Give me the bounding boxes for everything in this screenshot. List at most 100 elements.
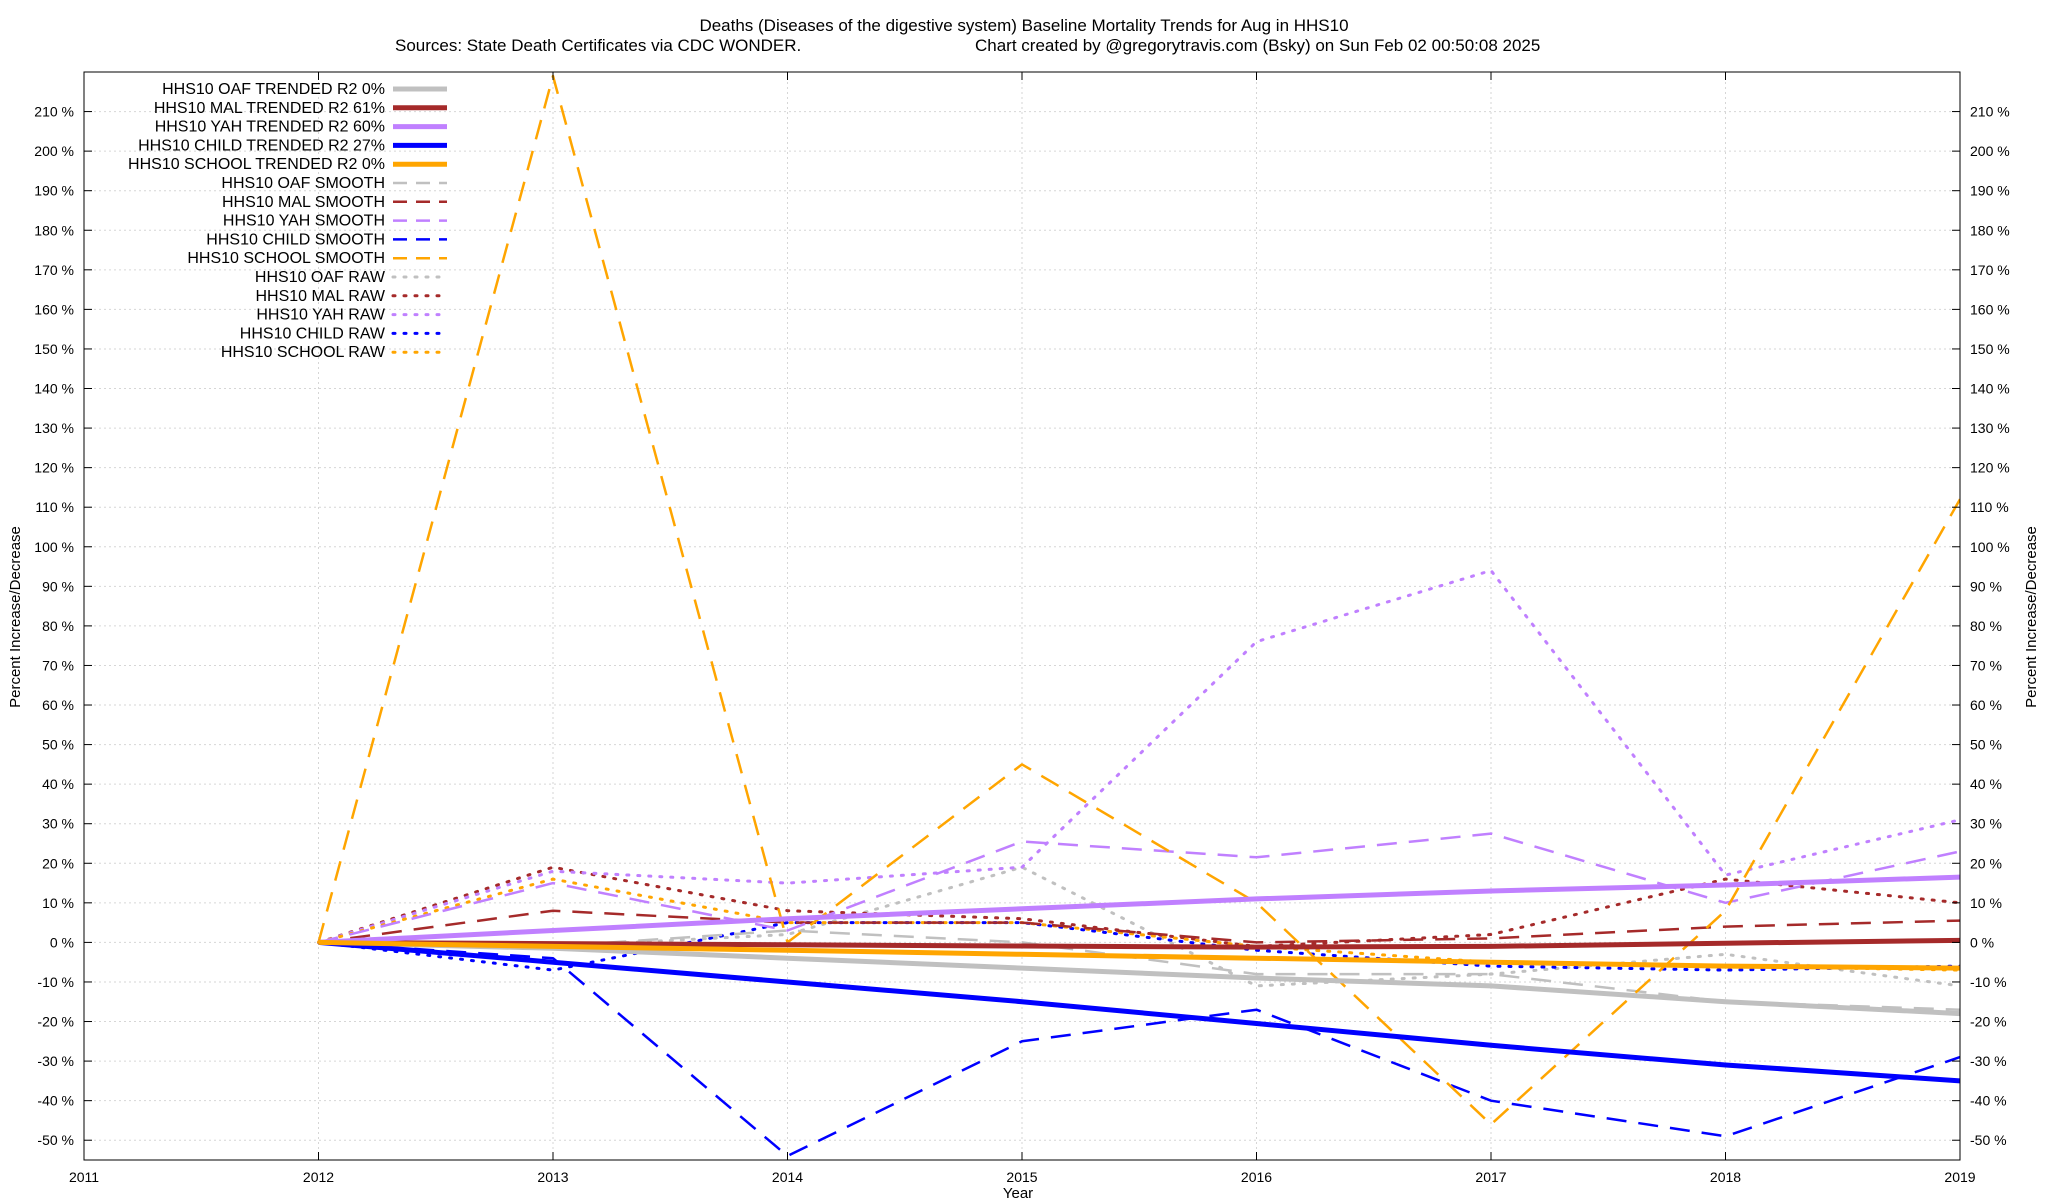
- y-tick-label-left: 90 %: [42, 578, 74, 594]
- legend-label: HHS10 OAF RAW: [255, 269, 386, 286]
- y-tick-label-left: 150 %: [34, 341, 74, 357]
- y-tick-label-right: 160 %: [1970, 301, 2010, 317]
- y-tick-label-right: 90 %: [1970, 578, 2002, 594]
- legend-label: HHS10 YAH SMOOTH: [223, 213, 385, 230]
- x-axis-label: Year: [1003, 1185, 1033, 1200]
- y-tick-label-left: 0 %: [50, 934, 74, 950]
- y-tick-label-right: 40 %: [1970, 776, 2002, 792]
- y-tick-label-right: 210 %: [1970, 104, 2010, 120]
- y-tick-label-left: 140 %: [34, 381, 74, 397]
- y-tick-label-left: 210 %: [34, 104, 74, 120]
- series-group: [317, 74, 1960, 1158]
- y-tick-label-right: 170 %: [1970, 262, 2010, 278]
- axis-ticks: 210 % 210 % 200 % 200 % 190 % 190 % 180 % 180 %…: [34, 72, 2010, 1185]
- y-tick-label-right: -20 %: [1970, 1014, 2007, 1030]
- x-tick-label: 2015: [1006, 1169, 1037, 1185]
- y-tick-label-right: 190 %: [1970, 183, 2010, 199]
- series-line-3: [318, 939, 1960, 1084]
- y-tick-label-left: -20 %: [37, 1014, 74, 1030]
- y-tick-label-right: 50 %: [1970, 737, 2002, 753]
- series-line-9: [317, 74, 1960, 1126]
- x-tick-label: 2018: [1710, 1169, 1741, 1185]
- legend-label: HHS10 CHILD RAW: [240, 325, 386, 342]
- y-tick-label-right: -30 %: [1970, 1053, 2007, 1069]
- y-tick-label-left: 170 %: [34, 262, 74, 278]
- y-tick-label-left: 130 %: [34, 420, 74, 436]
- legend: HHS10 OAF TRENDED R2 0% HHS10 MAL TRENDED…: [128, 81, 449, 361]
- y-tick-label-left: 180 %: [34, 222, 74, 238]
- y-tick-label-left: 110 %: [35, 499, 74, 515]
- chart-subtitle-right: Chart created by @gregorytravis.com (Bsk…: [975, 36, 1540, 55]
- y-tick-label-left: 30 %: [42, 816, 74, 832]
- y-tick-label-right: -50 %: [1970, 1132, 2007, 1148]
- y-tick-label-right: 140 %: [1970, 381, 2010, 397]
- x-tick-label: 2011: [69, 1169, 99, 1185]
- y-tick-label-right: 150 %: [1970, 341, 2010, 357]
- y-tick-label-left: 200 %: [34, 143, 74, 159]
- legend-label: HHS10 YAH TRENDED R2 60%: [155, 119, 385, 136]
- y-axis-label-right: Percent Increase/Decrease: [2023, 526, 2040, 708]
- y-tick-label-left: 160 %: [34, 301, 74, 317]
- x-tick-label: 2016: [1241, 1169, 1272, 1185]
- legend-label: HHS10 CHILD TRENDED R2 27%: [138, 137, 385, 154]
- y-tick-label-left: 60 %: [42, 697, 74, 713]
- legend-label: HHS10 SCHOOL TRENDED R2 0%: [128, 156, 385, 173]
- y-tick-label-left: 80 %: [42, 618, 74, 634]
- y-tick-label-left: 10 %: [42, 895, 74, 911]
- y-tick-label-right: 0 %: [1970, 934, 1994, 950]
- y-tick-label-right: 120 %: [1970, 460, 2010, 476]
- y-tick-label-left: 40 %: [42, 776, 74, 792]
- y-tick-label-right: 100 %: [1970, 539, 2010, 555]
- y-tick-label-left: -40 %: [37, 1093, 74, 1109]
- legend-label: HHS10 MAL RAW: [255, 288, 385, 305]
- series-line-13: [317, 921, 1960, 972]
- legend-label: HHS10 CHILD SMOOTH: [206, 231, 385, 248]
- y-tick-label-right: 80 %: [1970, 618, 2002, 634]
- y-tick-label-left: 70 %: [42, 657, 74, 673]
- legend-label: HHS10 OAF TRENDED R2 0%: [162, 81, 385, 98]
- y-tick-label-right: 20 %: [1970, 855, 2002, 871]
- legend-label: HHS10 SCHOOL SMOOTH: [187, 250, 385, 267]
- y-tick-label-right: 130 %: [1970, 420, 2010, 436]
- legend-label: HHS10 SCHOOL RAW: [221, 344, 386, 361]
- y-axis-label-left: Percent Increase/Decrease: [7, 526, 24, 708]
- y-tick-label-right: 180 %: [1970, 222, 2010, 238]
- series-line-8: [318, 941, 1960, 1158]
- legend-label: HHS10 YAH RAW: [256, 307, 386, 324]
- y-tick-label-left: 190 %: [34, 183, 74, 199]
- y-tick-label-right: 200 %: [1970, 143, 2010, 159]
- series-line-11: [317, 865, 1960, 948]
- y-tick-label-left: 50 %: [42, 737, 74, 753]
- y-tick-label-left: 100 %: [34, 539, 74, 555]
- y-tick-label-right: -40 %: [1970, 1093, 2007, 1109]
- y-tick-label-right: -10 %: [1970, 974, 2007, 990]
- y-tick-label-left: -50 %: [37, 1132, 74, 1148]
- x-tick-label: 2017: [1475, 1169, 1506, 1185]
- y-tick-label-right: 30 %: [1970, 816, 2002, 832]
- y-tick-label-left: 120 %: [34, 460, 74, 476]
- y-tick-label-left: -30 %: [37, 1053, 74, 1069]
- legend-label: HHS10 MAL SMOOTH: [222, 194, 385, 211]
- y-tick-label-left: 20 %: [42, 855, 74, 871]
- chart-title: Deaths (Diseases of the digestive system…: [699, 16, 1348, 35]
- chart-subtitle-left: Sources: State Death Certificates via CD…: [395, 36, 801, 55]
- x-tick-label: 2012: [303, 1169, 334, 1185]
- y-tick-label-right: 110 %: [1970, 499, 2009, 515]
- series-line-7: [318, 832, 1960, 944]
- x-tick-label: 2014: [772, 1169, 803, 1185]
- legend-label: HHS10 OAF SMOOTH: [221, 175, 385, 192]
- series-line-2: [318, 874, 1960, 945]
- x-tick-label: 2013: [537, 1169, 568, 1185]
- series-line-1: [318, 937, 1960, 950]
- series-line-0: [318, 939, 1960, 1017]
- legend-label: HHS10 MAL TRENDED R2 61%: [154, 100, 385, 117]
- y-tick-label-right: 70 %: [1970, 657, 2002, 673]
- y-tick-label-right: 60 %: [1970, 697, 2002, 713]
- y-tick-label-left: -10 %: [37, 974, 74, 990]
- x-tick-label: 2019: [1944, 1169, 1975, 1185]
- series-line-6: [318, 909, 1960, 944]
- y-tick-label-right: 10 %: [1970, 895, 2002, 911]
- series-line-4: [318, 939, 1960, 971]
- series-line-12: [317, 569, 1960, 944]
